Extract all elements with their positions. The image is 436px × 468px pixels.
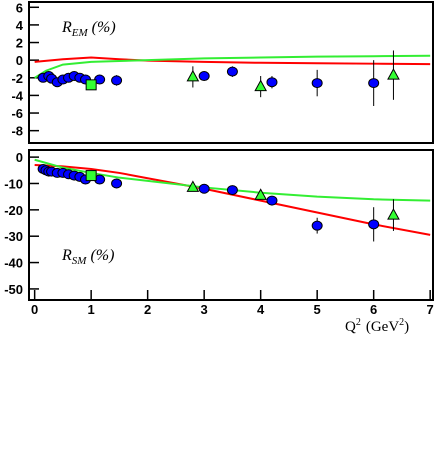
point: [266, 195, 278, 206]
point: [266, 77, 278, 88]
x-tick-label: 1: [88, 302, 95, 317]
x-tick-label: 4: [257, 302, 265, 317]
y-tick-label: -6: [11, 106, 23, 121]
point: [186, 69, 200, 82]
point: [111, 75, 123, 86]
y-label: REM (%): [61, 19, 116, 39]
y-tick-label: -40: [4, 256, 23, 271]
x-tick-label: 6: [370, 302, 377, 317]
point: [254, 79, 268, 92]
x-tick-label: 3: [201, 302, 208, 317]
point: [311, 78, 323, 89]
point: [226, 66, 238, 77]
plot-frame: [28, 1, 434, 144]
y-tick-label: 4: [16, 18, 24, 33]
curve: [34, 56, 431, 66]
x-label-sup: 2: [356, 317, 361, 328]
point: [368, 219, 380, 230]
y-label-unit: (%): [90, 247, 114, 264]
point: [311, 220, 323, 231]
y-tick-label: 6: [16, 0, 23, 15]
y-label-sub: EM: [71, 27, 89, 39]
y-label-sub: SM: [72, 255, 88, 267]
y-tick-label: -10: [4, 176, 23, 191]
point: [387, 208, 400, 220]
point: [85, 79, 97, 91]
point: [198, 71, 210, 82]
x-tick-label: 5: [314, 302, 321, 317]
y-tick-label: -50: [4, 282, 23, 297]
y-tick-label: 2: [16, 36, 23, 51]
y-label: RSM (%): [61, 247, 114, 267]
point: [186, 180, 200, 192]
x-label-main: Q: [345, 319, 356, 335]
curve: [34, 158, 431, 202]
x-label: Q2 (GeV2): [345, 317, 409, 335]
y-tick-label: 0: [16, 53, 23, 68]
point: [387, 68, 400, 80]
x-label-unit: (GeV: [366, 319, 399, 335]
y-tick-label: -30: [4, 229, 23, 244]
x-label-close: ): [404, 319, 409, 335]
point: [226, 185, 238, 196]
y-tick-label: -2: [11, 71, 23, 86]
y-tick-label: -20: [4, 203, 23, 218]
x-tick-label: 2: [144, 302, 151, 317]
y-label-unit: (%): [92, 19, 116, 36]
point: [198, 183, 210, 194]
point: [85, 170, 97, 182]
point: [368, 78, 380, 89]
point: [111, 178, 123, 189]
y-tick-label: -4: [11, 88, 23, 103]
y-tick-label: 0: [16, 150, 23, 165]
point: [254, 188, 268, 200]
x-tick-label: 0: [31, 302, 38, 317]
y-label-main: R: [61, 19, 72, 36]
y-label-main: R: [61, 247, 72, 264]
y-tick-label: -8: [11, 124, 23, 139]
plot-frame: [28, 149, 434, 301]
curve: [34, 54, 431, 79]
x-label-sup: 2: [399, 317, 404, 328]
x-tick-label: 7: [427, 302, 434, 317]
